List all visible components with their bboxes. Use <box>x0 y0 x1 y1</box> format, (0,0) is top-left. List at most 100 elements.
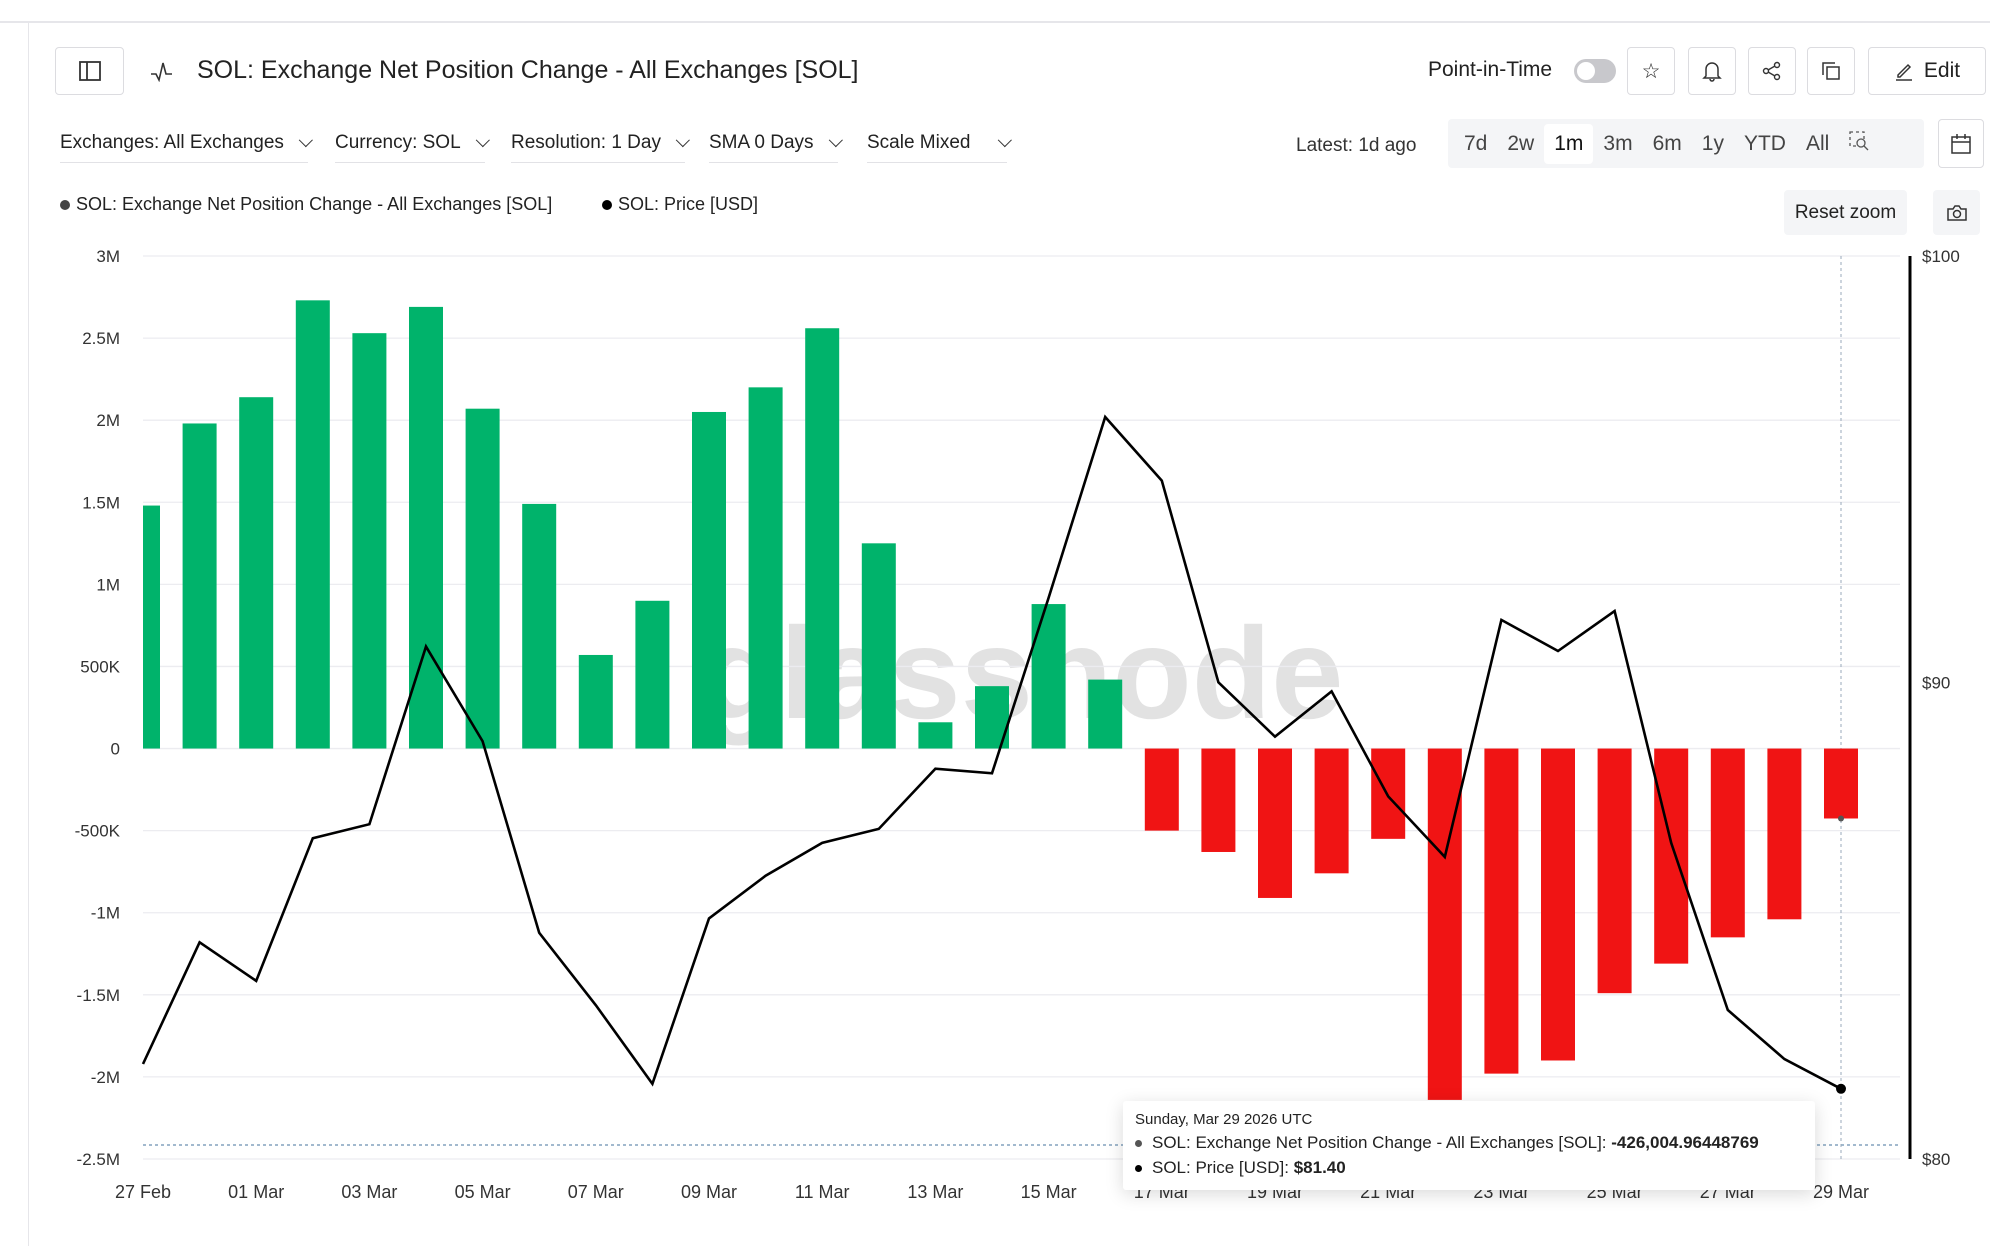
reset-zoom-button[interactable]: Reset zoom <box>1784 190 1907 235</box>
bar <box>1088 679 1123 749</box>
x-tick-label: 07 Mar <box>568 1182 624 1202</box>
star-icon: ☆ <box>1641 59 1661 83</box>
x-tick-label: 29 Mar <box>1813 1182 1869 1202</box>
scale-label: Scale Mixed <box>867 132 971 153</box>
resolution-dropdown[interactable]: Resolution: 1 Day <box>511 132 690 163</box>
y-tick-label: 3M <box>96 247 120 266</box>
tooltip-dot <box>1135 1139 1142 1147</box>
resolution-label: Resolution: 1 Day <box>511 132 661 153</box>
bell-icon <box>1702 62 1722 82</box>
x-tick-label: 27 Feb <box>115 1182 171 1202</box>
pencil-icon <box>1895 63 1912 81</box>
range-all[interactable]: All <box>1805 131 1830 155</box>
sidebar-icon <box>78 61 101 81</box>
latest-status: Latest: 1d ago <box>1296 135 1417 156</box>
y2-tick-label: $90 <box>1922 673 1950 692</box>
share-icon <box>1762 61 1781 81</box>
bar <box>748 387 783 749</box>
copy-button[interactable] <box>1807 47 1855 95</box>
legend-label: SOL: Price [USD] <box>618 194 759 214</box>
y-tick-label: 1M <box>96 575 120 594</box>
left-divider <box>28 23 29 1246</box>
screenshot-button[interactable] <box>1933 190 1980 235</box>
legend-item-net-position[interactable]: SOL: Exchange Net Position Change - All … <box>60 194 552 215</box>
range-6m[interactable]: 6m <box>1652 131 1682 155</box>
range-1y[interactable]: 1y <box>1701 131 1724 155</box>
y-tick-label: 500K <box>80 657 120 676</box>
alert-button[interactable] <box>1688 47 1736 95</box>
sidebar-toggle-button[interactable] <box>55 47 124 95</box>
bar <box>578 654 613 749</box>
range-ytd[interactable]: YTD <box>1743 131 1786 155</box>
range-selector: 7d 2w 1m 3m 6m 1y YTD All <box>1448 119 1924 168</box>
bar <box>522 503 557 749</box>
bar <box>1427 748 1462 1100</box>
bar <box>143 505 160 749</box>
page-title: SOL: Exchange Net Position Change - All … <box>197 56 859 84</box>
tooltip-date: Sunday, Mar 29 2026 UTC <box>1135 1111 1313 1128</box>
x-tick-label: 05 Mar <box>455 1182 511 1202</box>
x-tick-label: 11 Mar <box>795 1182 850 1202</box>
bar <box>1258 748 1292 898</box>
bar <box>1541 748 1575 1061</box>
range-7d[interactable]: 7d <box>1464 131 1488 155</box>
point-in-time-label: Point-in-Time <box>1428 58 1553 81</box>
exchanges-label: Exchanges: All Exchanges <box>60 132 284 153</box>
zoom-select-icon <box>1849 130 1869 150</box>
pulse-icon <box>151 62 172 82</box>
tooltip-series-label: SOL: Exchange Net Position Change - All … <box>1152 1133 1612 1152</box>
copy-icon <box>1822 62 1840 80</box>
bar <box>861 543 896 749</box>
bar <box>465 408 500 749</box>
tooltip-price-label: SOL: Price [USD]: <box>1152 1158 1294 1177</box>
y-tick-label: 2M <box>96 411 120 430</box>
y-tick-label: -500K <box>75 822 121 841</box>
y2-tick-label: $80 <box>1922 1150 1950 1169</box>
y-tick-label: -1.5M <box>77 986 120 1005</box>
range-3m[interactable]: 3m <box>1603 131 1633 155</box>
bar <box>692 411 726 749</box>
zoom-select-button[interactable] <box>1839 123 1879 165</box>
tooltip-series-value: -426,004.96448769 <box>1611 1133 1759 1152</box>
tooltip-dot <box>1135 1164 1142 1172</box>
calendar-button[interactable] <box>1938 119 1984 168</box>
legend-item-price[interactable]: SOL: Price [USD] <box>602 194 758 215</box>
y-tick-label: -2M <box>91 1068 120 1087</box>
x-tick-label: 09 Mar <box>681 1182 737 1202</box>
chart-tooltip: Sunday, Mar 29 2026 UTC SOL: Exchange Ne… <box>1123 1101 1815 1190</box>
bar <box>239 397 274 749</box>
point-in-time-toggle[interactable] <box>1574 59 1616 83</box>
bar <box>1654 748 1689 964</box>
bar <box>1144 748 1179 831</box>
exchanges-dropdown[interactable]: Exchanges: All Exchanges <box>60 132 313 163</box>
bar <box>918 722 953 749</box>
bar <box>1597 748 1632 994</box>
favorite-button[interactable]: ☆ <box>1627 47 1675 95</box>
y-tick-label: 2.5M <box>82 329 120 348</box>
legend-dot <box>60 199 70 210</box>
bar <box>1314 748 1349 874</box>
legend-label: SOL: Exchange Net Position Change - All … <box>76 194 553 214</box>
share-button[interactable] <box>1748 47 1796 95</box>
bar <box>1031 604 1066 749</box>
x-tick-label: 13 Mar <box>907 1182 963 1202</box>
edit-button[interactable]: Edit <box>1868 47 1986 95</box>
calendar-icon <box>1951 133 1971 154</box>
watermark-logo: glassnode <box>701 600 1344 746</box>
x-tick-label: 03 Mar <box>341 1182 397 1202</box>
y-tick-label: 0 <box>111 740 120 759</box>
range-1m[interactable]: 1m <box>1544 123 1594 164</box>
currency-dropdown[interactable]: Currency: SOL <box>335 132 490 163</box>
scale-dropdown[interactable]: Scale Mixed <box>867 132 1012 163</box>
bar <box>1484 748 1519 1074</box>
sma-label: SMA 0 Days <box>709 132 814 153</box>
sma-dropdown[interactable]: SMA 0 Days <box>709 132 843 163</box>
bar <box>409 306 443 749</box>
tooltip-price-value: $81.40 <box>1293 1158 1346 1177</box>
range-2w[interactable]: 2w <box>1507 131 1535 155</box>
bar <box>805 328 840 749</box>
bar <box>1201 748 1236 852</box>
y-tick-label: -1M <box>91 904 120 923</box>
top-divider <box>0 21 1990 23</box>
